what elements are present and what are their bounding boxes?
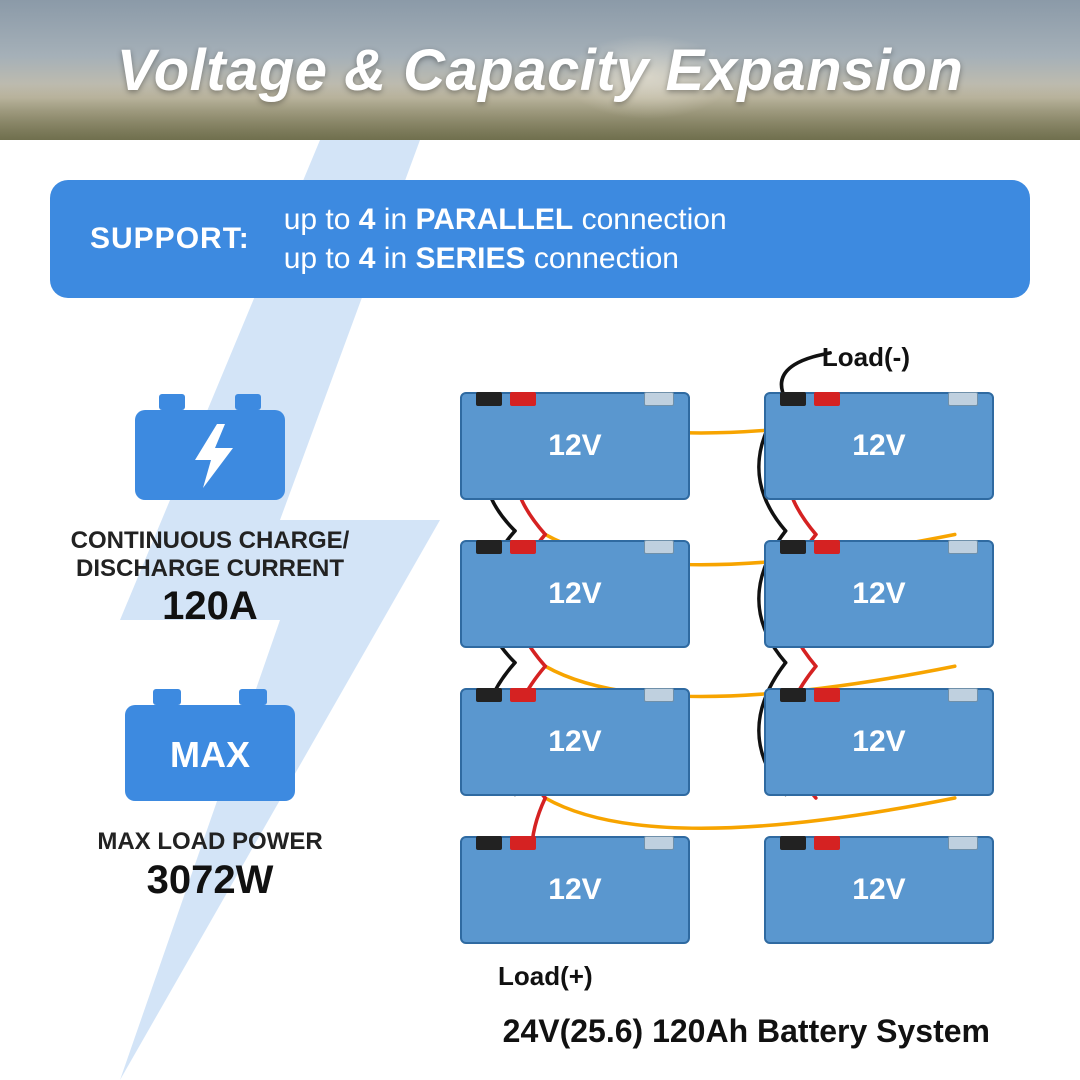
support-line2-num: 4 bbox=[359, 242, 376, 275]
battery-cell: 12V bbox=[460, 540, 690, 648]
support-line1-mid: in bbox=[375, 203, 415, 236]
content-row: CONTINUOUS CHARGE/ DISCHARGE CURRENT 120… bbox=[0, 328, 1080, 996]
battery-cell: 12V bbox=[460, 392, 690, 500]
battery-label: 12V bbox=[548, 429, 601, 463]
support-line1-word: PARALLEL bbox=[415, 203, 573, 236]
support-line2-mid: in bbox=[375, 242, 415, 275]
terminal-neg bbox=[476, 392, 502, 406]
terminal-out bbox=[644, 392, 674, 406]
battery-max-icon: MAX bbox=[115, 683, 305, 809]
terminal-neg bbox=[476, 540, 502, 554]
battery-label: 12V bbox=[852, 873, 905, 907]
terminal-pos bbox=[814, 540, 840, 554]
support-label: SUPPORT: bbox=[90, 222, 250, 256]
terminal-pos bbox=[814, 392, 840, 406]
battery-label: 12V bbox=[548, 577, 601, 611]
terminal-out bbox=[644, 688, 674, 702]
spec-power-label: MAX LOAD POWER bbox=[97, 828, 322, 856]
battery-label: 12V bbox=[548, 725, 601, 759]
battery-label: 12V bbox=[852, 429, 905, 463]
battery-cell: 12V bbox=[460, 688, 690, 796]
terminal-out bbox=[644, 540, 674, 554]
load-pos-label: Load(+) bbox=[498, 961, 593, 992]
terminal-neg bbox=[780, 540, 806, 554]
terminal-neg bbox=[476, 836, 502, 850]
support-lines: up to 4 in PARALLEL connection up to 4 i… bbox=[284, 200, 727, 278]
terminal-neg bbox=[780, 688, 806, 702]
system-caption: 24V(25.6) 120Ah Battery System bbox=[503, 1013, 990, 1050]
battery-cell: 12V bbox=[460, 836, 690, 944]
battery-bolt-icon bbox=[125, 388, 295, 508]
terminal-pos bbox=[510, 540, 536, 554]
svg-text:MAX: MAX bbox=[170, 734, 250, 775]
load-neg-label: Load(-) bbox=[822, 342, 910, 373]
terminal-out bbox=[948, 688, 978, 702]
battery-label: 12V bbox=[852, 725, 905, 759]
terminal-neg bbox=[780, 836, 806, 850]
battery-grid: 12V 12V 12V bbox=[460, 392, 1040, 944]
battery-label: 12V bbox=[852, 577, 905, 611]
battery-label: 12V bbox=[548, 873, 601, 907]
battery-cell: 12V bbox=[764, 688, 994, 796]
terminal-neg bbox=[780, 392, 806, 406]
terminal-neg bbox=[476, 688, 502, 702]
battery-cell: 12V bbox=[764, 540, 994, 648]
battery-cell: 12V bbox=[764, 392, 994, 500]
support-box: SUPPORT: up to 4 in PARALLEL connection … bbox=[50, 180, 1030, 298]
terminal-pos bbox=[510, 688, 536, 702]
terminal-pos bbox=[814, 688, 840, 702]
hero-title: Voltage & Capacity Expansion bbox=[117, 37, 964, 104]
hero-banner: Voltage & Capacity Expansion bbox=[0, 0, 1080, 140]
support-line1-post: connection bbox=[573, 203, 726, 236]
spec-power: MAX MAX LOAD POWER 3072W bbox=[97, 683, 322, 903]
spec-power-value: 3072W bbox=[97, 858, 322, 903]
battery-cell: 12V bbox=[764, 836, 994, 944]
support-line1-pre: up to bbox=[284, 203, 359, 236]
spec-current-label2: DISCHARGE CURRENT bbox=[71, 555, 350, 583]
support-line2-pre: up to bbox=[284, 242, 359, 275]
specs-column: CONTINUOUS CHARGE/ DISCHARGE CURRENT 120… bbox=[0, 328, 420, 996]
wiring-diagram: Load(-) bbox=[420, 328, 1080, 996]
support-line2-post: connection bbox=[526, 242, 679, 275]
spec-current-label1: CONTINUOUS CHARGE/ bbox=[71, 527, 350, 555]
terminal-out bbox=[948, 836, 978, 850]
terminal-pos bbox=[510, 836, 536, 850]
terminal-out bbox=[948, 392, 978, 406]
support-line2-word: SERIES bbox=[415, 242, 525, 275]
spec-current-value: 120A bbox=[71, 584, 350, 629]
spec-current: CONTINUOUS CHARGE/ DISCHARGE CURRENT 120… bbox=[71, 388, 350, 629]
terminal-pos bbox=[510, 392, 536, 406]
support-line1-num: 4 bbox=[359, 203, 376, 236]
terminal-pos bbox=[814, 836, 840, 850]
terminal-out bbox=[948, 540, 978, 554]
terminal-out bbox=[644, 836, 674, 850]
